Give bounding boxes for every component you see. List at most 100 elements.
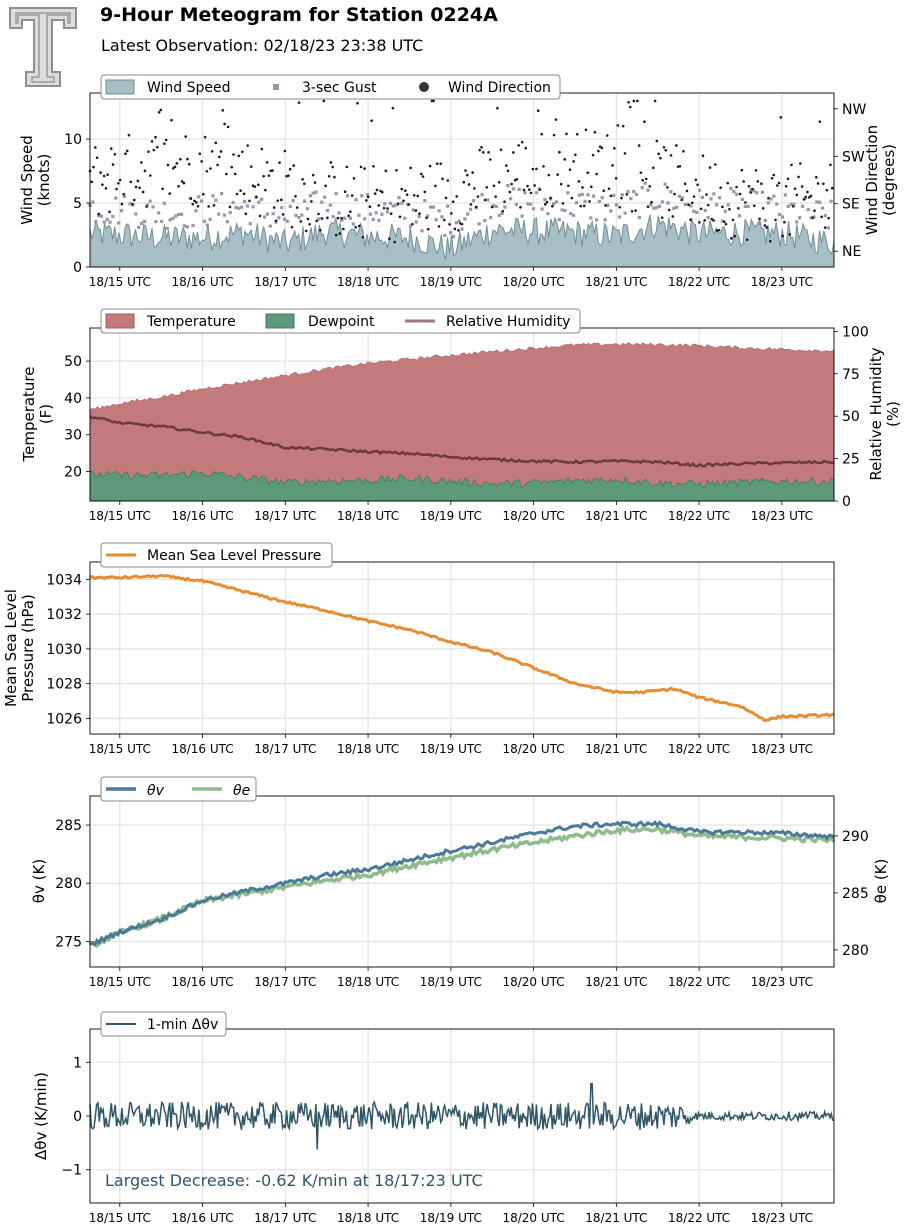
gust-point [383, 202, 387, 206]
direction-point [535, 167, 538, 171]
direction-point [281, 213, 285, 216]
direction-point [425, 216, 428, 220]
direction-point [747, 184, 751, 188]
gust-point [262, 215, 267, 219]
gust-point [623, 211, 627, 215]
gust-point [214, 198, 218, 202]
gust-point [603, 218, 607, 222]
direction-point [239, 189, 242, 192]
direction-point [478, 148, 482, 152]
direction-point [115, 187, 118, 191]
direction-point [641, 178, 644, 182]
direction-point [427, 227, 430, 231]
direction-point [180, 180, 184, 183]
direction-point [147, 150, 150, 153]
gust-point [457, 219, 461, 223]
direction-point [473, 187, 476, 190]
direction-point [125, 149, 129, 153]
direction-point [574, 153, 577, 157]
gust-point [105, 217, 109, 221]
pressure-x-tick-label: 18/17 UTC [254, 742, 316, 756]
direction-point [418, 212, 421, 215]
rh-tick-label: 75 [842, 367, 860, 383]
gust-point [122, 194, 126, 198]
direction-point [797, 175, 800, 179]
gust-point [268, 224, 272, 228]
gust-point [526, 202, 530, 206]
delta-x-tick-label: 18/17 UTC [254, 1211, 316, 1225]
direction-point [366, 195, 370, 199]
direction-point [529, 191, 533, 195]
gust-point [723, 209, 727, 213]
gust-point [96, 213, 101, 217]
direction-point [466, 173, 469, 177]
direction-point [212, 204, 216, 207]
direction-point [368, 205, 372, 209]
direction-point [809, 194, 813, 198]
gust-point [580, 192, 584, 196]
gust-point [743, 204, 747, 209]
gust-point [411, 208, 415, 212]
direction-point [219, 150, 223, 153]
direction-point [737, 206, 740, 210]
direction-point [696, 183, 699, 187]
gust-point [357, 213, 361, 217]
direction-point [781, 234, 784, 238]
gust-point [700, 195, 704, 199]
direction-point [634, 209, 637, 212]
direction-point [134, 185, 138, 189]
direction-point [175, 162, 179, 165]
gust-point [823, 214, 828, 218]
direction-point [632, 99, 636, 103]
delta-x-tick-label: 18/19 UTC [420, 1211, 482, 1225]
direction-point [120, 202, 124, 206]
gust-point [134, 212, 138, 216]
direction-point [331, 165, 334, 169]
legend-direction-swatch [419, 82, 429, 92]
gust-point [583, 199, 587, 203]
direction-point [290, 225, 294, 229]
direction-point [485, 185, 489, 189]
direction-point [207, 205, 210, 208]
gust-point [285, 219, 290, 223]
direction-point [772, 173, 776, 177]
gust-point [626, 190, 630, 194]
temp-x-tick-label: 18/20 UTC [502, 509, 564, 523]
theta-y-tick-label: 280 [55, 876, 82, 892]
gust-point [365, 192, 370, 197]
direction-point [802, 198, 806, 201]
pressure-y-tick-label: 1026 [46, 711, 82, 727]
direction-point [318, 228, 322, 232]
theta-x-tick-label: 18/22 UTC [668, 975, 730, 989]
gust-point [423, 198, 427, 203]
direction-point [189, 197, 193, 200]
direction-point [271, 169, 274, 172]
gust-point [820, 206, 825, 210]
temp-x-tick-label: 18/15 UTC [89, 509, 151, 523]
direction-point [228, 205, 232, 209]
direction-point [637, 144, 641, 147]
direction-point [448, 223, 451, 226]
gust-point [752, 189, 756, 193]
gust-point [454, 221, 458, 225]
direction-point [338, 232, 342, 235]
direction-point [689, 218, 692, 222]
direction-point [779, 116, 783, 119]
direction-point [301, 178, 304, 181]
gust-point [692, 209, 696, 213]
gust-point [486, 198, 490, 202]
direction-point [373, 192, 377, 195]
direction-point [690, 201, 694, 205]
direction-point [320, 217, 324, 220]
gust-point [260, 197, 264, 201]
pressure-y-tick-label: 1034 [46, 572, 82, 588]
direction-point [581, 186, 584, 189]
gust-point [609, 209, 613, 213]
wind-legend [100, 74, 561, 100]
direction-point [179, 157, 182, 161]
gust-point [766, 201, 770, 205]
direction-point [517, 144, 520, 147]
wind-y-tick-label: 10 [64, 132, 82, 148]
direction-point [253, 185, 257, 188]
legend-gust-label: 3-sec Gust [302, 80, 377, 96]
